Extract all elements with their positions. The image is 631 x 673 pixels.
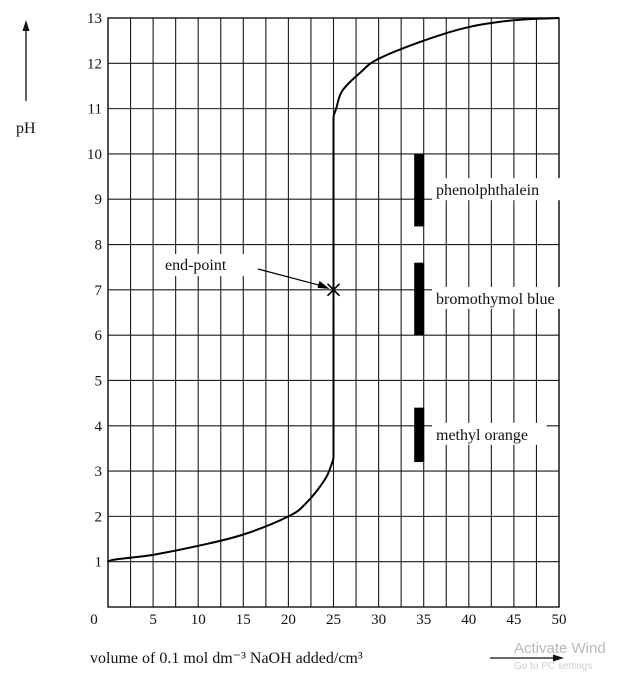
x-tick-label: 0 [90,612,98,628]
indicator-layer: phenolphthalein bromothymol blue methyl or… [414,153,572,463]
end-point-cross [326,283,341,297]
plot-frame [107,17,560,608]
curve-layer [107,17,560,563]
watermark-settings: Go to PC settings [514,661,593,672]
indicator-label-bg [432,178,563,201]
y-tick-label: 5 [95,373,103,389]
end-point-arrow [257,268,326,288]
x-tick-label: 15 [236,612,251,628]
watermark-activate: Activate Wind [514,640,606,657]
x-tick-label: 50 [552,612,567,628]
y-tick-label: 13 [87,11,102,27]
x-tick-label: 20 [281,612,296,628]
y-tick-label: 11 [88,102,102,118]
y-tick-label: 1 [95,555,103,571]
titration-curve [107,17,560,563]
y-tick-label: 9 [95,192,103,208]
indicator-label-bg [432,286,572,309]
y-tick-label: 3 [95,464,103,480]
x-axis-label: volume of 0.1 mol dm⁻³ NaOH added/cm³ [90,650,363,667]
y-tick-label: 10 [87,147,102,163]
indicator-label: bromothymol blue [436,291,555,308]
x-tick-label: 40 [461,612,476,628]
x-tick-label: 10 [191,612,206,628]
x-tick-label: 5 [149,612,157,628]
indicator-label: phenolphthalein [436,182,539,199]
x-axis-arrowhead [553,654,564,662]
y-tick-label: 2 [95,509,103,525]
x-tick-label: 45 [506,612,521,628]
indicator-label: methyl orange [436,427,528,444]
y-tick-label: 6 [95,328,103,344]
indicator-bar [414,262,425,336]
y-tick-label: 4 [95,419,103,435]
y-tick-label: 8 [95,238,103,254]
end-point-label: end-point [165,257,227,274]
x-tick-label: 25 [326,612,341,628]
y-axis-label: pH [16,120,36,137]
indicator-bar [414,153,425,227]
y-axis-arrowhead [22,20,30,31]
x-tick-label: 30 [371,612,386,628]
end-point-label-bg [162,254,262,276]
indicator-label-bg [432,422,547,445]
y-tick-label: 7 [95,283,103,299]
y-tick-label: 12 [87,56,102,72]
x-tick-label: 35 [416,612,431,628]
end-point-arrowhead [317,280,330,289]
annotation-layer: end-point [162,254,341,297]
indicator-bar [414,407,425,463]
